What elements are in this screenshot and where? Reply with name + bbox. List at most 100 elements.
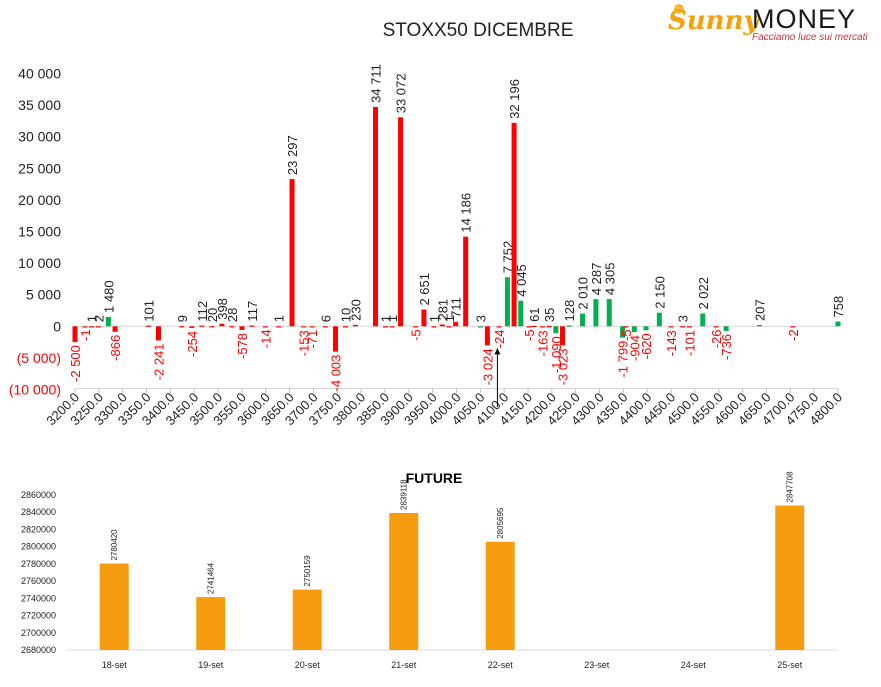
- bar-data-label: -101: [682, 330, 697, 356]
- bar: [352, 324, 358, 327]
- bar-data-label: 2805695: [496, 507, 505, 539]
- bar-data-label: -163: [535, 330, 550, 356]
- bar-data-label: 2 651: [417, 273, 432, 306]
- bar: [145, 325, 151, 327]
- bar-data-label: 4 287: [589, 263, 604, 296]
- bar-data-label: 2 022: [696, 277, 711, 310]
- bar: [332, 326, 338, 352]
- bar: [199, 325, 205, 327]
- bar-data-label: 20: [205, 308, 220, 322]
- bar-data-label: 34 711: [369, 64, 384, 103]
- bar-data-label: -620: [639, 333, 654, 359]
- x-tick-label: 25-set: [777, 660, 803, 670]
- bar: [105, 316, 111, 327]
- bar: [620, 326, 626, 338]
- bar: [292, 589, 322, 650]
- bar-data-label: 1: [85, 315, 100, 322]
- bar-data-label: 23 297: [285, 135, 300, 175]
- bar: [249, 325, 255, 327]
- bar: [643, 326, 649, 331]
- logo-sunny-text: Sunny: [668, 6, 759, 36]
- bar-data-label: 1: [379, 315, 394, 322]
- bar-data-label: 4 045: [514, 264, 529, 297]
- bar-data-label: -1: [78, 329, 93, 341]
- bar: [209, 326, 215, 328]
- y-tick-label: 20 000: [18, 192, 61, 208]
- y-tick-label: 2740000: [21, 593, 56, 603]
- bar: [276, 326, 282, 328]
- bar: [446, 326, 452, 328]
- y-tick-label: 0: [53, 318, 61, 334]
- bar: [219, 323, 225, 327]
- bar: [518, 300, 524, 327]
- bar-data-label: 281: [435, 299, 450, 321]
- y-tick-label: 2780000: [21, 559, 56, 569]
- bar: [179, 326, 185, 328]
- bar-data-label: -2 241: [151, 343, 166, 380]
- bar: [342, 326, 348, 328]
- bar-data-label: -5: [619, 329, 634, 341]
- bar: [398, 117, 404, 327]
- y-tick-label: 2860000: [21, 490, 56, 500]
- bar: [668, 326, 674, 328]
- bar-data-label: 2780420: [110, 529, 119, 561]
- bar-data-label: 112: [195, 301, 210, 322]
- bar-data-label: -14: [258, 329, 273, 348]
- bar-data-label: 3: [676, 315, 691, 322]
- bar: [775, 505, 805, 650]
- bar-data-label: 1 480: [101, 280, 116, 313]
- sun-icon: [674, 4, 684, 14]
- bar: [526, 326, 532, 328]
- y-tick-label: 2840000: [21, 507, 56, 517]
- bar-data-label: -3 023: [556, 348, 571, 385]
- bar: [309, 326, 315, 328]
- bar-data-label: -5: [409, 329, 424, 341]
- bar-data-label: 35: [542, 308, 557, 322]
- y-tick-label: (10 000): [9, 382, 61, 398]
- bar: [593, 299, 599, 327]
- y-tick-label: 2760000: [21, 576, 56, 586]
- bar-data-label: -2: [786, 329, 801, 341]
- y-tick-label: 30 000: [18, 129, 61, 145]
- bar: [631, 326, 637, 333]
- bar-data-label: 3: [474, 315, 489, 322]
- x-tick-label: 19-set: [198, 660, 224, 670]
- bar: [485, 541, 515, 650]
- bar-data-label: 4 305: [602, 263, 617, 296]
- bar: [439, 324, 445, 327]
- bar: [322, 326, 328, 328]
- x-tick-label: 21-set: [391, 660, 417, 670]
- y-tick-label: 15 000: [18, 224, 61, 240]
- bar: [453, 321, 459, 327]
- bar: [478, 326, 484, 328]
- bar: [496, 326, 502, 328]
- bar-data-label: -3 024: [480, 348, 495, 385]
- bar-data-label: -4 003: [328, 355, 343, 392]
- bar: [383, 326, 389, 328]
- bar-data-label: 2750159: [303, 555, 312, 587]
- x-tick-label: 20-set: [295, 660, 321, 670]
- bar: [511, 122, 517, 327]
- y-tick-label: 5 000: [26, 287, 61, 303]
- bar: [531, 325, 537, 328]
- bar-data-label: -5: [522, 329, 537, 341]
- y-tick-label: 35 000: [18, 97, 61, 113]
- bar-data-label: 1: [442, 315, 457, 322]
- bar-data-label: 9: [175, 315, 190, 322]
- bar: [155, 326, 161, 341]
- bar: [82, 326, 88, 328]
- bar-data-label: 6: [318, 315, 333, 322]
- x-tick-label: 23-set: [584, 660, 610, 670]
- bar-data-label: -904: [627, 335, 642, 361]
- bar-data-label: -143: [664, 330, 679, 356]
- future-volume-chart: FUTURE 2860000 2840000 2820000 2800000 278000…: [21, 470, 838, 670]
- bar-data-label: 2 150: [652, 276, 667, 309]
- bar: [580, 313, 586, 327]
- bar-data-label: -153: [297, 330, 312, 356]
- bar: [790, 326, 796, 328]
- bar-data-label: -1 799: [616, 341, 631, 378]
- bar: [89, 326, 95, 328]
- bar-data-label: -2 500: [68, 345, 83, 382]
- price-arrow-head: [494, 348, 501, 355]
